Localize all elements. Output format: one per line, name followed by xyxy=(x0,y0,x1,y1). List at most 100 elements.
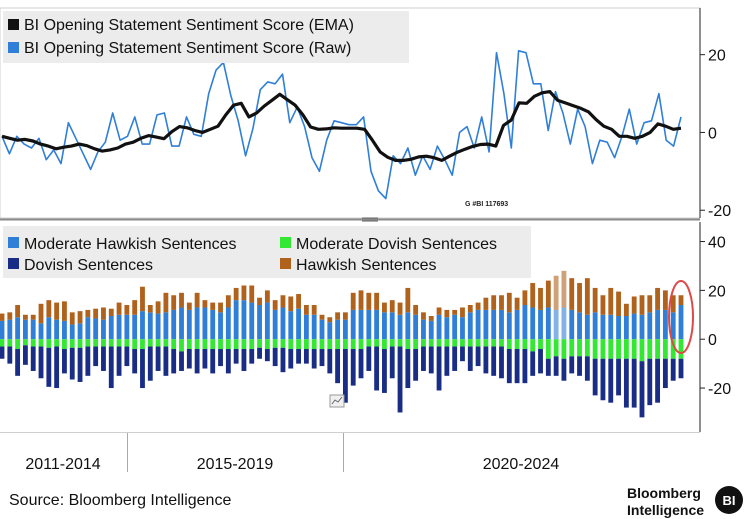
hawkish-bar xyxy=(655,287,661,310)
hawkish-bar xyxy=(538,287,543,310)
sentences-tick-label: 40 xyxy=(708,235,726,252)
moderate-hawkish-bar xyxy=(366,309,372,340)
hawkish-bar xyxy=(335,312,341,320)
hawkish-bar xyxy=(264,290,270,303)
sentiment-tick-label: 0 xyxy=(708,125,717,142)
period-label-2015-2019: 2015-2019 xyxy=(197,456,274,473)
hawkish-bar xyxy=(280,295,286,308)
moderate-dovish-bar xyxy=(124,339,130,347)
moderate-dovish-bar xyxy=(428,339,434,347)
moderate-dovish-bar xyxy=(460,339,465,347)
moderate-hawkish-bar xyxy=(491,309,497,340)
hawkish-bar xyxy=(491,295,497,310)
hawkish-bar xyxy=(311,305,317,315)
moderate-dovish-bar xyxy=(163,339,169,347)
hawkish-bar xyxy=(428,316,434,321)
dovish-bar xyxy=(257,347,262,359)
dovish-bar xyxy=(249,348,255,364)
moderate-dovish-bar xyxy=(358,339,364,349)
hawkish-bar xyxy=(225,295,231,308)
moderate-hawkish-bar xyxy=(303,314,309,340)
sentences-tick-label: 0 xyxy=(708,332,717,349)
hawkish-bar xyxy=(678,295,684,306)
dovish-bar xyxy=(655,358,661,403)
moderate-dovish-bar xyxy=(147,339,153,347)
hawkish-bar xyxy=(452,309,458,315)
period-label-2011-2014: 2011-2014 xyxy=(25,456,100,473)
moderate-dovish-bar xyxy=(436,339,442,347)
dovish-bar xyxy=(389,346,395,379)
moderate-hawkish-bar xyxy=(405,312,411,340)
moderate-dovish-bar xyxy=(85,339,91,347)
hawkish-bar xyxy=(460,307,465,318)
moderate-dovish-bar xyxy=(202,339,208,349)
moderate-dovish-bar xyxy=(54,339,60,347)
hawkish-bar xyxy=(483,297,489,310)
moderate-hawkish-bar xyxy=(163,312,169,340)
hawkish-bar xyxy=(296,294,301,309)
moderate-dovish-bar xyxy=(225,339,231,349)
dovish-bar xyxy=(147,346,153,381)
moderate-dovish-bar xyxy=(655,339,661,359)
moderate-dovish-bar xyxy=(335,339,341,349)
moderate-hawkish-bar xyxy=(553,309,559,340)
moderate-hawkish-bar xyxy=(358,309,364,340)
moderate-dovish-bar xyxy=(639,339,645,362)
moderate-hawkish-bar xyxy=(108,316,114,340)
moderate-hawkish-bar xyxy=(132,314,138,340)
legend-raw-label: BI Opening Statement Sentiment Score (Ra… xyxy=(24,40,351,57)
dovish-bar xyxy=(155,346,161,371)
hawkish-bar xyxy=(342,312,348,320)
mini-chart-icon[interactable] xyxy=(329,394,345,408)
moderate-hawkish-bar xyxy=(140,311,145,340)
dovish-bar xyxy=(600,358,606,401)
moderate-hawkish-bar xyxy=(514,309,520,340)
dovish-bar xyxy=(327,348,333,374)
moderate-hawkish-bar xyxy=(662,309,668,340)
moderate-hawkish-bar xyxy=(608,314,614,340)
moderate-hawkish-bar xyxy=(382,312,387,340)
dovish-bar xyxy=(342,348,348,403)
moderate-hawkish-bar xyxy=(639,314,645,340)
moderate-hawkish-bar xyxy=(22,319,28,340)
moderate-hawkish-bar xyxy=(616,316,621,340)
dovish-bar xyxy=(210,348,216,374)
moderate-dovish-bar xyxy=(140,339,145,349)
moderate-hawkish-bar xyxy=(93,318,99,340)
moderate-hawkish-bar xyxy=(280,307,286,340)
hawkish-bar xyxy=(577,283,582,313)
dovish-bar xyxy=(280,347,286,373)
moderate-dovish-bar xyxy=(475,339,481,347)
moderate-dovish-bar xyxy=(210,339,216,349)
dovish-bar xyxy=(374,346,380,391)
dovish-bar xyxy=(397,346,403,413)
hawkish-bar xyxy=(0,313,5,321)
moderate-hawkish-bar xyxy=(421,319,426,340)
dovish-bar xyxy=(506,348,512,384)
moderate-dovish-bar xyxy=(319,339,325,349)
dovish-bar xyxy=(335,348,341,384)
moderate-hawkish-bar xyxy=(210,309,216,340)
dovish-bar xyxy=(69,347,75,380)
dovish-bar xyxy=(631,358,637,408)
legend-moderate-hawkish-label: Moderate Hawkish Sentences xyxy=(24,236,237,253)
hawkish-bar xyxy=(327,317,333,323)
hawkish-bar xyxy=(272,300,278,310)
moderate-hawkish-bar xyxy=(202,307,208,340)
legend-moderate-dovish-swatch xyxy=(280,237,291,248)
dovish-bar xyxy=(499,346,504,379)
sentences-legend-box xyxy=(3,226,531,278)
moderate-hawkish-bar xyxy=(62,320,67,340)
hawkish-bar xyxy=(22,314,28,320)
moderate-hawkish-bar xyxy=(311,314,317,340)
moderate-dovish-bar xyxy=(374,339,380,347)
moderate-dovish-bar xyxy=(452,339,458,347)
moderate-dovish-bar xyxy=(522,339,528,349)
sentences-tick-label: 20 xyxy=(708,283,726,300)
moderate-dovish-bar xyxy=(288,339,294,349)
moderate-dovish-bar xyxy=(662,339,668,359)
dovish-bar xyxy=(475,346,481,367)
hawkish-bar xyxy=(202,300,208,308)
moderate-dovish-bar xyxy=(22,339,28,346)
moderate-dovish-bar xyxy=(93,339,99,347)
